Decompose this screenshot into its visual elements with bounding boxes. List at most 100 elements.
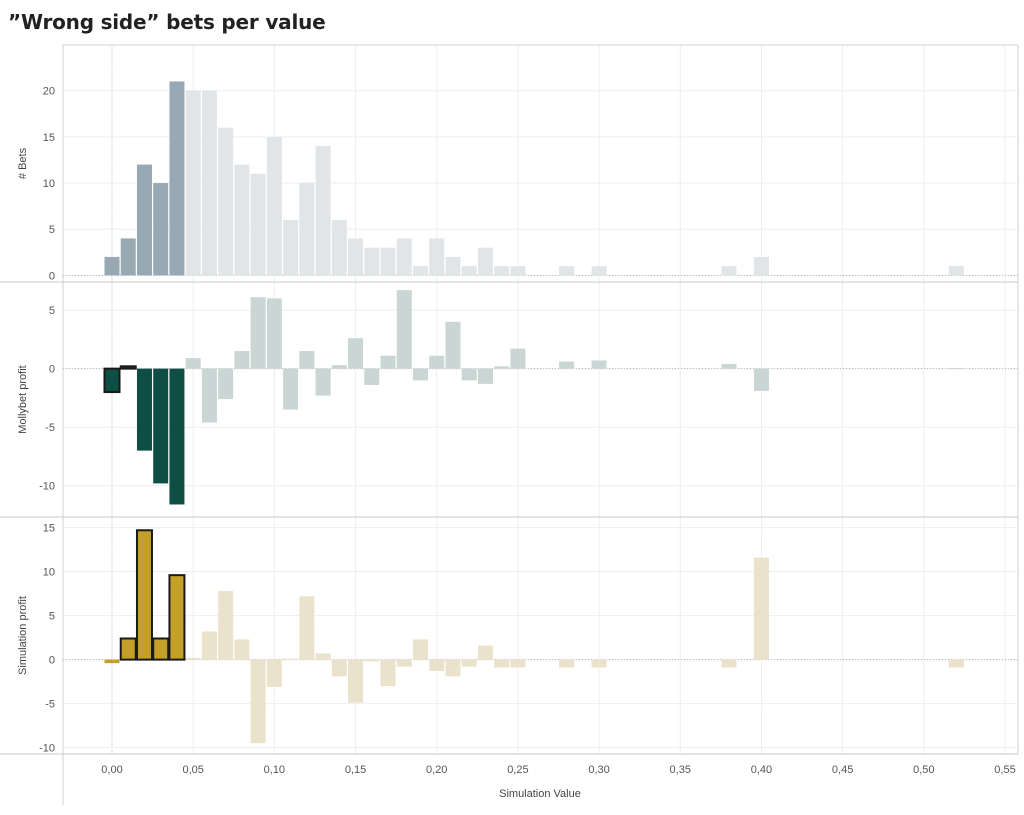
panel-3: 15 10 5 0 -5 -10 Simulation profit	[17, 523, 1018, 755]
bar	[136, 164, 152, 276]
bar	[948, 659, 964, 668]
bar	[153, 183, 169, 276]
bar	[168, 574, 186, 661]
panel-1: 0 5 10 15 20 # Bets	[17, 81, 1018, 282]
bar	[331, 365, 347, 369]
bar	[429, 238, 445, 276]
bar	[591, 659, 607, 668]
bar	[348, 238, 364, 276]
bar	[120, 238, 136, 276]
bar	[364, 659, 380, 662]
chart-panels: 0 5 10 15 20 # Bets 5 0 -5 -10 Mollybet profit 15 10…	[17, 81, 1018, 755]
chart-frame	[0, 44, 1019, 805]
bar	[348, 659, 364, 703]
bar	[412, 368, 428, 381]
y-axis-title: Mollybet profit	[17, 365, 29, 433]
bar	[477, 247, 493, 276]
y-axis-title: # Bets	[17, 147, 29, 179]
chart-title: ”Wrong side” bets per value	[8, 10, 326, 34]
bar	[315, 653, 331, 660]
x-tick-label: 0,30	[588, 764, 609, 776]
y-axis-title: Simulation profit	[17, 596, 29, 675]
y-tick-label: 15	[43, 523, 55, 535]
bar	[169, 368, 185, 505]
bar	[477, 368, 493, 384]
bar	[721, 659, 737, 668]
bar	[331, 659, 347, 677]
x-tick-label: 0,35	[670, 764, 691, 776]
y-tick-label: 20	[43, 86, 55, 98]
bar	[396, 238, 412, 276]
bar	[185, 358, 201, 369]
bar	[185, 90, 201, 276]
x-axis: 0,00 0,05 0,10 0,15 0,20 0,25 0,30 0,35 0,40 0,45…	[101, 764, 1015, 800]
bar	[559, 361, 575, 369]
bar	[169, 81, 185, 276]
bar	[721, 266, 737, 276]
bar	[510, 348, 526, 369]
y-tick-label: 0	[49, 655, 55, 667]
bar	[510, 266, 526, 276]
bar	[119, 637, 137, 661]
x-tick-label: 0,15	[345, 764, 366, 776]
bar	[364, 247, 380, 276]
y-tick-label: 0	[49, 270, 55, 282]
bar	[315, 368, 331, 396]
bar	[380, 355, 396, 369]
x-tick-label: 0,00	[101, 764, 122, 776]
bar	[218, 368, 234, 400]
x-tick-label: 0,10	[264, 764, 285, 776]
bar	[380, 659, 396, 687]
x-tick-label: 0,25	[507, 764, 528, 776]
bar	[266, 298, 282, 369]
bar	[266, 659, 282, 687]
x-tick-label: 0,50	[913, 764, 934, 776]
bar	[153, 368, 169, 484]
bar	[948, 266, 964, 276]
bar	[103, 367, 121, 394]
y-tick-label: 5	[49, 224, 55, 236]
x-tick-label: 0,55	[994, 764, 1015, 776]
bar	[283, 219, 299, 276]
x-tick-label: 0,20	[426, 764, 447, 776]
bar	[412, 266, 428, 276]
bar	[218, 127, 234, 276]
y-tick-label: 10	[43, 178, 55, 190]
bar	[753, 368, 769, 391]
bar	[299, 183, 315, 276]
bar	[201, 368, 217, 423]
bar	[201, 90, 217, 276]
bar	[152, 637, 170, 661]
bar	[283, 658, 299, 660]
bar	[445, 321, 461, 369]
bar	[135, 529, 153, 661]
y-tick-label: 5	[49, 305, 55, 317]
bar	[299, 596, 315, 660]
bar	[494, 366, 510, 369]
bar	[591, 266, 607, 276]
y-tick-label: 5	[49, 611, 55, 623]
y-tick-label: 0	[49, 364, 55, 376]
bar	[380, 247, 396, 276]
bar	[591, 360, 607, 369]
bar	[234, 639, 250, 660]
bar	[119, 365, 137, 370]
panel-2: 5 0 -5 -10 Mollybet profit	[17, 290, 1018, 505]
x-tick-label: 0,05	[182, 764, 203, 776]
x-tick-label: 0,45	[832, 764, 853, 776]
bar	[315, 146, 331, 276]
bar	[396, 659, 412, 667]
y-tick-label: -5	[45, 699, 55, 711]
bar	[348, 338, 364, 369]
y-tick-label: 15	[43, 132, 55, 144]
bar	[510, 659, 526, 668]
bar	[283, 368, 299, 410]
bar	[429, 659, 445, 672]
bar	[445, 659, 461, 677]
bar	[266, 136, 282, 276]
bar	[559, 659, 575, 668]
bar	[331, 219, 347, 276]
bar	[494, 266, 510, 276]
bar	[250, 297, 266, 369]
